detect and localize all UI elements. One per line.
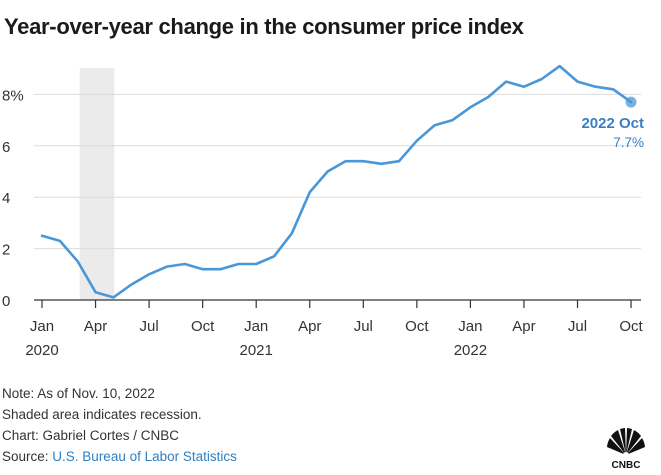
x-tick-year-label: 2021 bbox=[240, 342, 273, 359]
x-tick-label: Jan bbox=[458, 318, 482, 335]
source-prefix: Source: bbox=[2, 449, 49, 464]
y-tick-label: 0 bbox=[2, 293, 10, 310]
x-tick-label: Jan bbox=[244, 318, 268, 335]
source-line: Source: U.S. Bureau of Labor Statistics bbox=[2, 446, 237, 467]
source-link[interactable]: U.S. Bureau of Labor Statistics bbox=[52, 449, 237, 464]
cpi-line-chart: 0 2 4 6 8% Jan 2020 Apr Jul Oct Jan 2021 Apr Jul Oct J… bbox=[2, 64, 644, 359]
x-tick-label: Apr bbox=[298, 318, 321, 335]
y-tick-label: 4 bbox=[2, 190, 10, 207]
x-tick-year-label: 2022 bbox=[454, 342, 487, 359]
chart-title: Year-over-year change in the consumer pr… bbox=[4, 14, 524, 39]
x-tick-label: Apr bbox=[512, 318, 535, 335]
peacock-icon bbox=[607, 428, 645, 458]
y-tick-label: 8% bbox=[2, 87, 24, 104]
cnbc-logo: CNBC bbox=[607, 428, 645, 471]
cpi-series-line bbox=[40, 64, 633, 299]
y-tick-label: 2 bbox=[2, 242, 10, 259]
x-tick-label: Jan bbox=[30, 318, 54, 335]
chart-credit: Chart: Gabriel Cortes / CNBC bbox=[2, 428, 180, 443]
x-tick-label: Oct bbox=[191, 318, 215, 335]
logo-wordmark: CNBC bbox=[612, 460, 641, 471]
x-tick-label: Jul bbox=[354, 318, 373, 335]
annotation-value: 7.7% bbox=[613, 135, 644, 150]
x-tick-label: Oct bbox=[619, 318, 643, 335]
y-tick-label: 6 bbox=[2, 139, 10, 156]
x-tick-label: Jul bbox=[568, 318, 587, 335]
x-tick-label: Oct bbox=[405, 318, 429, 335]
recession-shade bbox=[79, 68, 115, 300]
annotation-label: 2022 Oct bbox=[581, 115, 644, 132]
x-tick-year-label: 2020 bbox=[25, 342, 58, 359]
x-tick-label: Jul bbox=[140, 318, 159, 335]
x-tick-label: Apr bbox=[84, 318, 107, 335]
chart-notes: Note: As of Nov. 10, 2022 Shaded area in… bbox=[2, 383, 237, 467]
note-recession: Shaded area indicates recession. bbox=[2, 407, 202, 422]
note-date: Note: As of Nov. 10, 2022 bbox=[2, 386, 155, 401]
latest-point-marker bbox=[625, 96, 637, 108]
